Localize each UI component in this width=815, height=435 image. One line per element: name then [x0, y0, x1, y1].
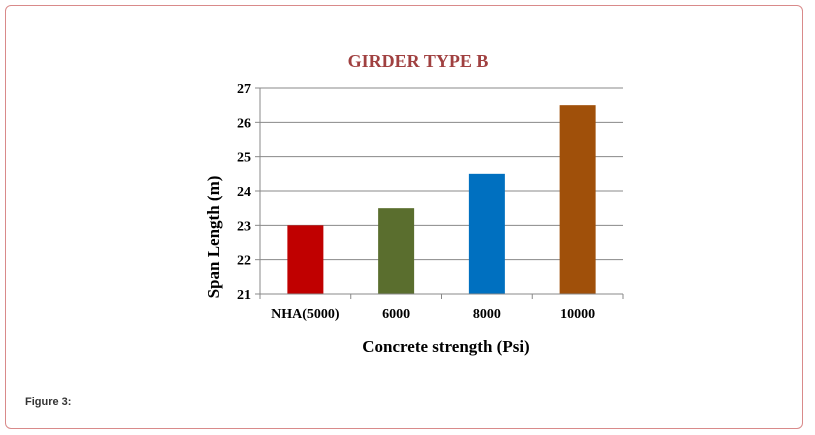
x-tick-label: 8000 [473, 307, 501, 322]
bar-6000 [378, 208, 415, 294]
figure-caption: Figure 3: [25, 396, 72, 408]
x-tick-label: 6000 [382, 307, 410, 322]
bars [287, 105, 596, 295]
y-tick-label: 25 [237, 151, 251, 166]
y-axis-ticks: 21 22 23 24 25 26 27 [237, 82, 260, 303]
y-tick-label: 21 [237, 288, 251, 303]
x-tick-label: 10000 [560, 307, 595, 322]
x-axis-label: Concrete strength (Psi) [362, 337, 529, 356]
y-tick-label: 24 [237, 185, 251, 200]
bar-8000 [468, 173, 505, 294]
y-tick-label: 26 [237, 116, 251, 131]
x-axis-ticks: NHA(5000) 6000 8000 10000 [259, 294, 624, 322]
x-tick-label: NHA(5000) [271, 307, 340, 322]
bar-10000 [559, 105, 596, 295]
chart-title: GIRDER TYPE B [348, 51, 489, 71]
y-tick-label: 23 [237, 219, 251, 234]
y-tick-label: 27 [237, 82, 251, 97]
y-tick-label: 22 [237, 254, 251, 269]
y-axis-label: Span Length (m) [204, 176, 223, 299]
bar-nha-5000- [287, 225, 324, 294]
